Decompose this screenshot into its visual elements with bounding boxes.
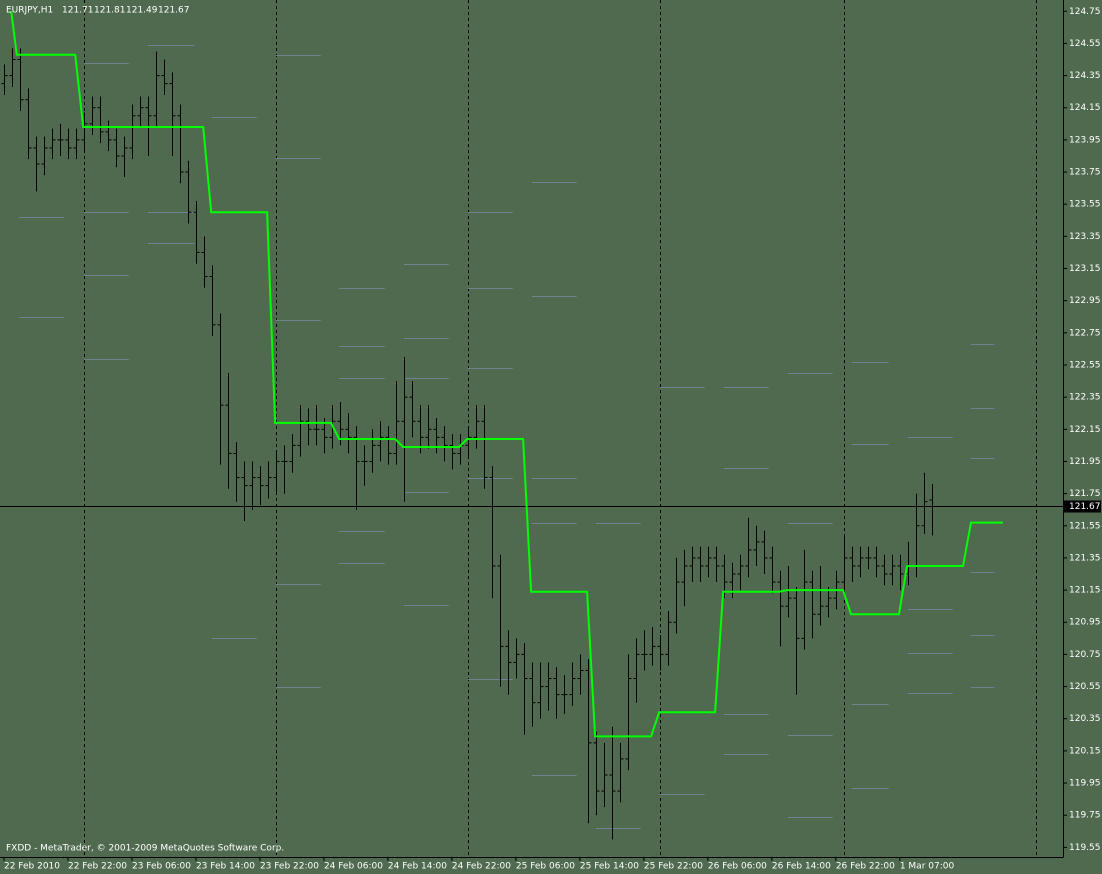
y-tick-label: 124.75: [1069, 7, 1101, 17]
y-tick-label: 121.95: [1069, 457, 1101, 467]
y-tick-label: 120.15: [1069, 746, 1101, 756]
y-tick-label: 122.15: [1069, 425, 1101, 435]
plot-layer: [0, 0, 1063, 857]
y-tick-label: 120.75: [1069, 650, 1101, 660]
y-tick-label: 121.75: [1069, 489, 1101, 499]
symbol: EURJPY,H1: [6, 6, 53, 16]
y-tick-label: 121.35: [1069, 553, 1101, 563]
y-tick-label: 124.35: [1069, 71, 1101, 81]
y-tick-label: 121.15: [1069, 586, 1101, 596]
y-tick-label: 122.95: [1069, 296, 1101, 306]
x-tick-label: 26 Feb 22:00: [836, 862, 895, 872]
current-price-box: [1064, 500, 1101, 513]
x-tick-label: 22 Feb 2010: [4, 862, 60, 872]
y-tick-label: 123.15: [1069, 264, 1101, 274]
x-tick-label: 23 Feb 06:00: [132, 862, 191, 872]
y-tick-label: 120.35: [1069, 714, 1101, 724]
y-tick-label: 122.55: [1069, 360, 1101, 370]
y-tick-label: 119.95: [1069, 779, 1101, 789]
current-price-label: 121.67: [1069, 502, 1101, 512]
x-tick-label: 26 Feb 14:00: [772, 862, 831, 872]
indicator-line: [10, 11, 1003, 738]
y-tick-label: 121.55: [1069, 521, 1101, 531]
y-tick-label: 124.15: [1069, 103, 1101, 113]
x-tick-label: 25 Feb 22:00: [644, 862, 703, 872]
header-close: 121.67: [158, 6, 190, 16]
y-tick-label: 123.95: [1069, 135, 1101, 145]
y-tick-label: 119.55: [1069, 843, 1101, 853]
y-tick-label: 120.95: [1069, 618, 1101, 628]
y-tick-label: 119.75: [1069, 811, 1101, 821]
x-tick-label: 24 Feb 22:00: [452, 862, 511, 872]
header-open: 121.71: [62, 6, 94, 16]
x-tick-label: 25 Feb 06:00: [516, 862, 575, 872]
x-tick-label: 1 Mar 07:00: [900, 862, 955, 872]
copyright: FXDD - MetaTrader, © 2001-2009 MetaQuote…: [6, 844, 284, 854]
y-tick-label: 123.35: [1069, 232, 1101, 242]
y-tick-label: 124.55: [1069, 39, 1101, 49]
x-tick-label: 26 Feb 06:00: [708, 862, 767, 872]
y-tick-label: 122.35: [1069, 393, 1101, 403]
header-high: 121.81: [94, 6, 126, 16]
x-tick-label: 23 Feb 22:00: [260, 862, 319, 872]
x-tick-label: 24 Feb 14:00: [388, 862, 447, 872]
y-tick-label: 122.75: [1069, 328, 1101, 338]
x-tick-label: 22 Feb 22:00: [68, 862, 127, 872]
header-low: 121.49: [126, 6, 158, 16]
x-tick-label: 24 Feb 06:00: [324, 862, 383, 872]
y-tick-label: 120.55: [1069, 682, 1101, 692]
x-tick-label: 23 Feb 14:00: [196, 862, 255, 872]
x-tick-label: 25 Feb 14:00: [580, 862, 639, 872]
y-tick-label: 123.75: [1069, 168, 1101, 178]
y-tick-label: 123.55: [1069, 200, 1101, 210]
